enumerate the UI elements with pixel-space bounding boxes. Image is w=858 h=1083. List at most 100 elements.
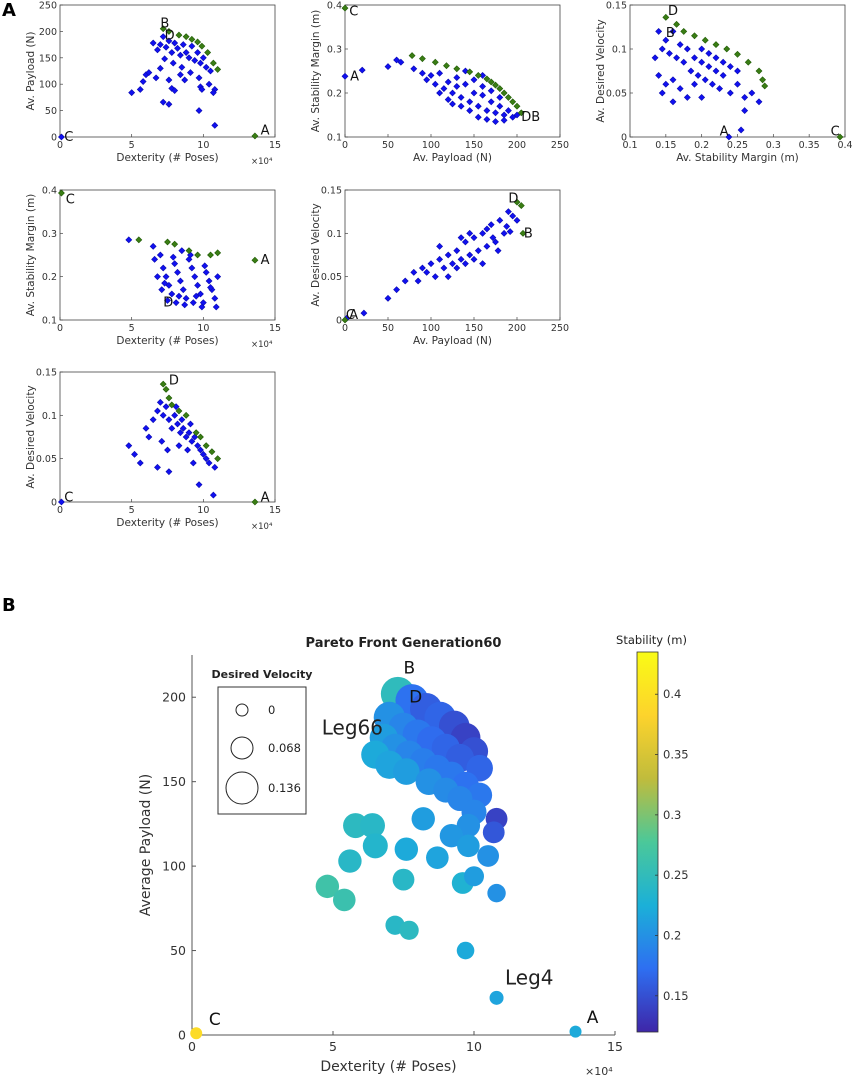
chart-vel_stab: 0.1 0.15 0.2 0.25 0.3 0.35 0.400.050.10.15Av. … <box>595 1 853 165</box>
chart-vel_pay: 0 50 100 150 200 250 0 0.05 0.1 0.15 Av. Payload (… <box>310 186 569 348</box>
data-point <box>500 116 508 124</box>
data-point <box>453 74 461 82</box>
data-point <box>466 229 474 237</box>
y-axis-label: Av. Desired Velocity <box>25 385 37 488</box>
data-point <box>665 49 673 57</box>
chart-stab_dex: 0 5 10 15 0.1 0.2 0.3 0.4 Dexterity (# Poses) Av.… <box>25 186 281 351</box>
data-point <box>705 63 713 71</box>
pareto-point <box>466 68 474 76</box>
data-point <box>453 82 461 90</box>
point-label-b: B <box>404 659 416 679</box>
size-legend-box <box>217 686 307 815</box>
data-point <box>737 126 745 134</box>
y-tick-label: 0.05 <box>36 454 57 465</box>
data-point <box>662 80 670 88</box>
colorbar-tick-label: 0.15 <box>663 989 689 1003</box>
y-tick-label: 0.4 <box>42 186 57 197</box>
data-point <box>444 251 452 259</box>
colorbar-tick-label: 0.25 <box>663 868 689 882</box>
data-point <box>195 107 203 115</box>
x-tick-label: 5 <box>129 505 135 516</box>
chart-vel_dex: 0 5 10 15 0 0.05 0.1 0.15 Dexterity (# Poses) Av.… <box>25 368 281 533</box>
data-point <box>197 446 204 454</box>
pareto-point <box>759 76 767 84</box>
pareto-point <box>182 33 190 41</box>
y-tick-label: 0 <box>621 133 627 144</box>
data-point <box>207 284 214 291</box>
data-point <box>162 273 170 281</box>
data-point <box>427 71 435 79</box>
point-label-a: A <box>720 125 729 140</box>
data-point <box>496 102 504 110</box>
colorbar-gradient <box>636 651 659 1033</box>
data-point <box>145 69 153 77</box>
data-point <box>168 49 176 56</box>
data-point <box>483 242 491 250</box>
pareto-point <box>509 98 517 106</box>
pareto-point <box>185 247 193 255</box>
colorbar-tick-label: 0.2 <box>663 928 681 942</box>
data-point <box>174 44 181 52</box>
bubble-point <box>457 834 480 858</box>
point-label-c: C <box>349 5 358 20</box>
data-point <box>176 51 184 59</box>
pareto-point <box>171 240 179 248</box>
bubble-point <box>487 883 506 903</box>
size-legend-circle <box>230 736 254 760</box>
data-point <box>492 238 499 246</box>
data-point <box>194 442 202 450</box>
data-point <box>194 281 202 289</box>
data-point <box>191 273 199 281</box>
x-tick-label: 5 <box>129 140 135 151</box>
panel-label-a: A <box>2 0 16 21</box>
x-tick-label: 10 <box>197 323 209 334</box>
data-point <box>457 255 465 263</box>
data-point <box>136 459 144 467</box>
y-tick-label: 100 <box>162 859 186 874</box>
data-point <box>197 59 204 67</box>
data-point <box>159 264 167 272</box>
x-tick-label: 0.2 <box>694 140 709 151</box>
data-point <box>162 43 170 51</box>
x-tick-label: 250 <box>551 140 569 151</box>
data-point <box>192 292 200 300</box>
data-point <box>470 255 478 263</box>
data-point <box>453 247 461 255</box>
data-point <box>199 450 207 458</box>
data-point <box>179 41 187 49</box>
data-point <box>168 290 176 298</box>
pareto-point <box>251 498 259 506</box>
y-tick-label: 200 <box>39 27 57 38</box>
data-point <box>691 54 698 62</box>
x-tick-label: 0.15 <box>655 140 676 151</box>
size-legend-value: 0.068 <box>268 741 301 755</box>
x-tick-label: 200 <box>508 323 526 334</box>
data-point <box>701 76 709 84</box>
bubble-point <box>190 1027 203 1040</box>
y-tick-label: 150 <box>162 774 186 789</box>
axes-box <box>344 4 561 138</box>
data-point <box>680 58 688 66</box>
data-point <box>431 80 439 88</box>
data-point <box>470 234 478 242</box>
pareto-point <box>194 251 202 259</box>
bubble-point <box>569 1025 582 1038</box>
data-point <box>161 55 169 63</box>
pareto-point <box>198 42 206 50</box>
data-point <box>174 268 181 276</box>
data-point <box>165 76 173 84</box>
data-point <box>748 89 756 97</box>
data-point <box>188 42 196 50</box>
data-point <box>698 93 706 101</box>
bubble-point <box>456 813 481 838</box>
data-point <box>58 133 65 141</box>
data-point <box>211 121 219 129</box>
data-point <box>414 277 422 285</box>
data-point <box>179 286 187 294</box>
data-point <box>176 429 184 437</box>
x-tick-label: 0 <box>57 140 63 151</box>
data-point <box>676 85 684 93</box>
data-point <box>676 41 684 49</box>
pareto-point <box>513 102 521 110</box>
point-label-d: D <box>409 687 422 707</box>
